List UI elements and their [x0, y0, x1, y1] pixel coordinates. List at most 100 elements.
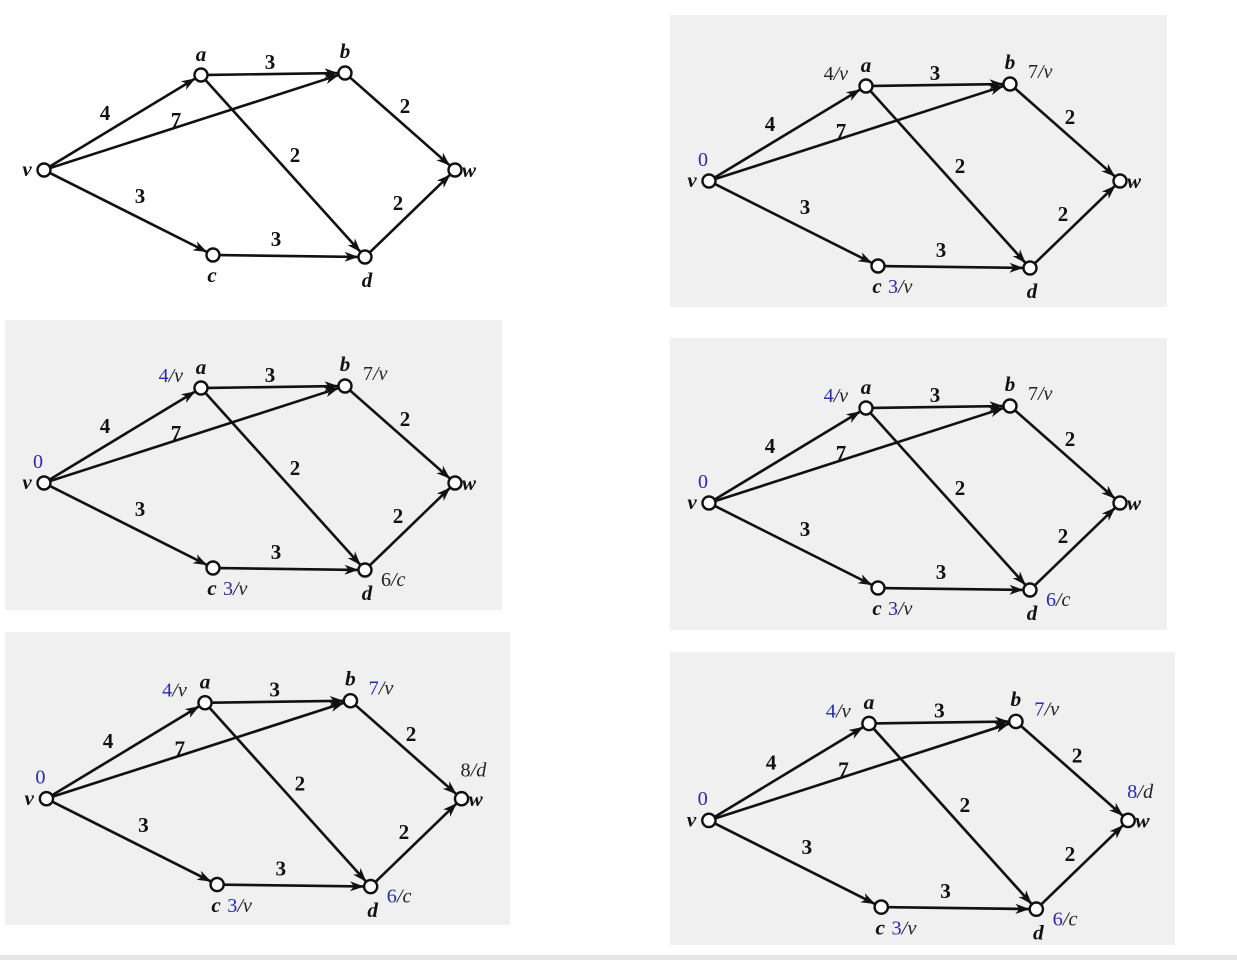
node-label-d: d: [362, 581, 373, 605]
node-a: [197, 694, 213, 711]
edge-weight-v-a: 4: [765, 434, 776, 458]
node-label-v: v: [25, 786, 35, 810]
edge-weight-c-d: 3: [936, 238, 947, 262]
edge-d-w: [374, 803, 458, 883]
edge-weight-d-w: 2: [393, 191, 404, 215]
edge-weight-v-a: 4: [766, 750, 777, 774]
distance-value: 4: [162, 680, 172, 702]
edge-c-d: [223, 881, 365, 892]
distance-label-v: 0: [698, 471, 708, 493]
predecessor: /v: [901, 918, 918, 940]
predecessor: /v: [236, 895, 252, 917]
node-b: [337, 65, 353, 81]
node-label-c: c: [207, 263, 217, 287]
edge-d-w: [368, 174, 451, 254]
distance-value: 8: [461, 759, 471, 781]
distance-label-v: 0: [35, 767, 45, 789]
edge-weight-d-w: 2: [1058, 524, 1069, 548]
edge-c-d: [219, 251, 359, 262]
edge-weight-a-d: 2: [955, 154, 966, 178]
distance-label-c: 3/v: [888, 276, 913, 298]
edge-weight-a-d: 2: [960, 793, 971, 817]
edge-v-c: [51, 800, 212, 883]
edge-v-c: [714, 504, 873, 586]
node-label-a: a: [196, 42, 207, 66]
distance-value: 6: [381, 569, 391, 591]
edge-a-d: [869, 89, 1026, 264]
distance-value: 7: [1028, 383, 1038, 405]
distance-value: 0: [698, 471, 708, 493]
edge-c-d: [884, 262, 1024, 273]
edge-weight-b-w: 2: [406, 722, 417, 746]
node-c: [873, 899, 890, 915]
predecessor: /d: [1136, 781, 1154, 803]
node-label-v: v: [687, 490, 697, 514]
distance-label-v: 0: [698, 788, 708, 810]
edge-d-w: [368, 487, 451, 567]
panel-background: [670, 338, 1167, 630]
edge-d-w: [1033, 185, 1116, 265]
node-b: [1002, 398, 1018, 414]
edge-weight-d-w: 2: [399, 820, 410, 844]
node-d: [1022, 260, 1038, 276]
edge-weight-d-w: 2: [1065, 842, 1076, 866]
edge-b-w: [349, 389, 451, 480]
distance-value: 0: [33, 451, 43, 473]
distance-label-d: 6/c: [1046, 589, 1071, 611]
node-v: [701, 173, 717, 189]
distance-value: 3: [888, 598, 898, 620]
node-label-a: a: [861, 375, 872, 399]
predecessor: /v: [232, 578, 248, 600]
distance-label-a: 4/v: [824, 385, 849, 407]
distance-value: 7: [1028, 61, 1038, 83]
edge-b-w: [1014, 409, 1116, 500]
edge-v-b: [49, 74, 339, 170]
edge-v-a: [48, 77, 196, 168]
distance-value: 0: [35, 767, 45, 789]
edge-a-d: [208, 706, 367, 882]
edge-weight-c-d: 3: [940, 879, 951, 903]
edge-weight-v-a: 4: [100, 101, 111, 125]
distance-value: 0: [698, 788, 708, 810]
edge-v-b: [714, 722, 1010, 820]
distance-value: 4: [826, 700, 836, 722]
node-w: [1120, 812, 1136, 829]
edge-weight-v-c: 3: [800, 195, 811, 219]
distance-value: 4: [824, 385, 834, 407]
node-b: [342, 692, 359, 709]
node-label-d: d: [362, 268, 373, 292]
node-a: [858, 78, 874, 94]
node-label-a: a: [864, 690, 875, 714]
distance-label-c: 3/v: [223, 578, 248, 600]
edge-weight-v-a: 4: [103, 729, 114, 753]
node-a: [861, 715, 877, 732]
distance-value: 6: [1053, 908, 1063, 930]
node-v: [701, 812, 717, 829]
predecessor: /c: [1062, 908, 1078, 930]
node-label-c: c: [872, 274, 882, 298]
predecessor: /c: [396, 886, 412, 908]
edge-v-a: [51, 705, 200, 797]
node-v: [701, 495, 717, 511]
predecessor: /v: [378, 678, 394, 700]
node-w: [447, 475, 463, 491]
node-label-b: b: [340, 39, 351, 63]
distance-label-c: 3/v: [227, 895, 252, 917]
predecessor: /v: [171, 680, 187, 702]
edge-v-a: [713, 410, 861, 501]
edge-weight-b-w: 2: [1065, 105, 1076, 129]
edge-v-c: [714, 182, 873, 264]
node-a: [193, 380, 209, 396]
edge-weight-v-b: 7: [838, 758, 849, 782]
edge-a-d: [872, 727, 1033, 905]
predecessor: /v: [168, 365, 184, 387]
edge-weight-v-c: 3: [801, 835, 812, 859]
node-c: [870, 580, 886, 596]
distance-label-d: 6/c: [1053, 908, 1078, 930]
node-c: [205, 560, 221, 576]
node-label-b: b: [1005, 372, 1016, 396]
distance-label-w: 8/d: [461, 759, 488, 781]
edge-b-w: [1019, 724, 1124, 817]
predecessor: /v: [1043, 698, 1060, 720]
